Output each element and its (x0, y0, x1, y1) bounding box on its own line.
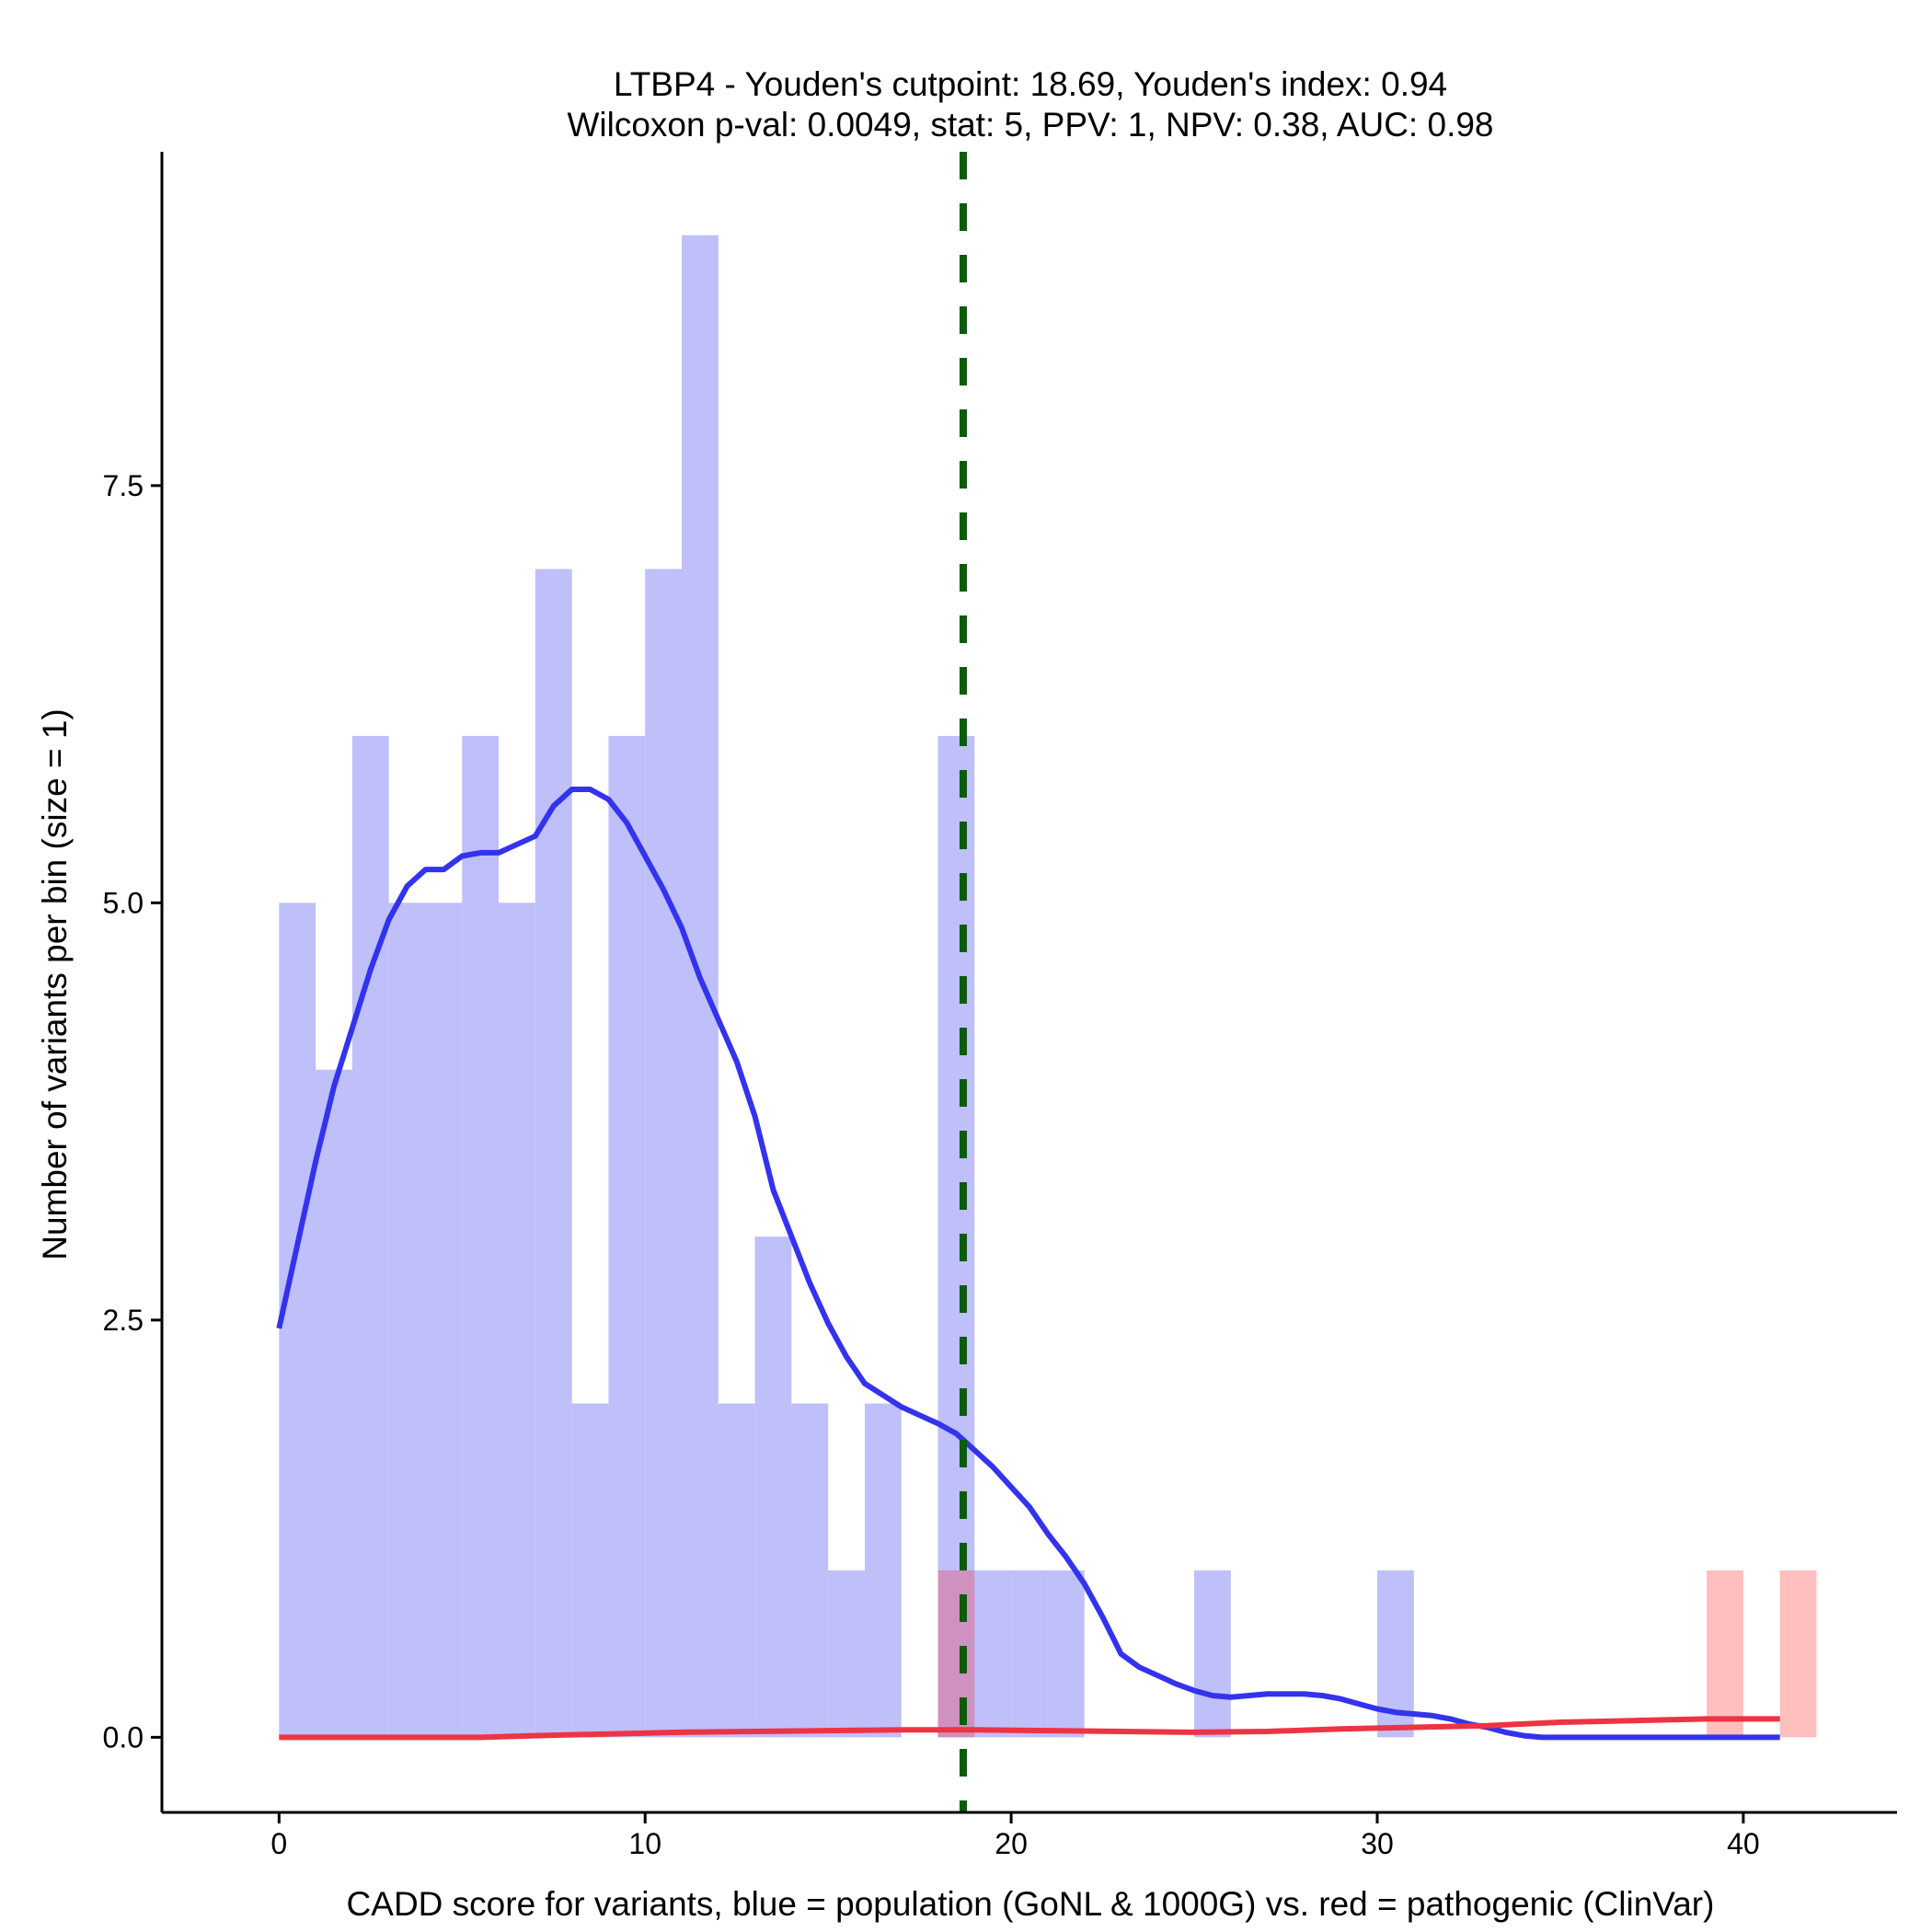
population-bar (791, 1403, 829, 1738)
population-bar (535, 569, 572, 1738)
chart-title-line-2: Wilcoxon p-val: 0.0049, stat: 5, PPV: 1,… (567, 106, 1493, 144)
population-bar (828, 1570, 865, 1738)
population-bar (1047, 1570, 1085, 1738)
x-tick-label: 0 (270, 1827, 287, 1860)
pathogenic-bar (1707, 1570, 1743, 1738)
x-tick-label: 10 (628, 1827, 661, 1860)
population-bar (571, 1403, 609, 1738)
pathogenic-bars (937, 1570, 1817, 1738)
population-bar (1011, 1570, 1048, 1738)
population-bar (718, 1403, 755, 1738)
x-tick-label: 20 (995, 1827, 1028, 1860)
x-tick-label: 40 (1727, 1827, 1760, 1860)
y-axis-label: Number of variants per bin (size = 1) (36, 708, 74, 1259)
density-curves (276, 787, 1780, 1741)
x-axis-label: CADD score for variants, blue = populati… (347, 1885, 1715, 1923)
population-bar (1194, 1570, 1231, 1738)
population-bar (754, 1236, 792, 1738)
pathogenic-bar (1779, 1570, 1817, 1738)
y-tick-label: 5.0 (103, 886, 144, 919)
pathogenic-density-curve (279, 1716, 1780, 1741)
population-bar (974, 1570, 1012, 1738)
population-bar (682, 235, 719, 1738)
y-tick-label: 0.0 (103, 1720, 144, 1754)
population-bar (499, 903, 535, 1738)
population-bar (608, 735, 646, 1738)
population-bars (279, 235, 1414, 1738)
y-tick-label: 7.5 (103, 469, 144, 502)
population-bar (462, 735, 500, 1738)
pathogenic-bar (937, 1570, 975, 1738)
population-bar (351, 735, 389, 1738)
population-bar (425, 903, 463, 1738)
population-density-curve (276, 787, 1780, 1741)
population-bar (864, 1403, 902, 1738)
population-bar (279, 903, 316, 1738)
population-bar (316, 1069, 352, 1738)
x-tick-label: 30 (1361, 1827, 1394, 1860)
chart-title-line-1: LTBP4 - Youden's cutpoint: 18.69, Youden… (614, 65, 1447, 103)
population-bar (388, 903, 426, 1738)
y-tick-label: 2.5 (103, 1304, 144, 1337)
population-bar (645, 569, 683, 1738)
axes: 0 10 20 30 40 0.0 2.5 5.0 7.5 (103, 152, 1897, 1860)
